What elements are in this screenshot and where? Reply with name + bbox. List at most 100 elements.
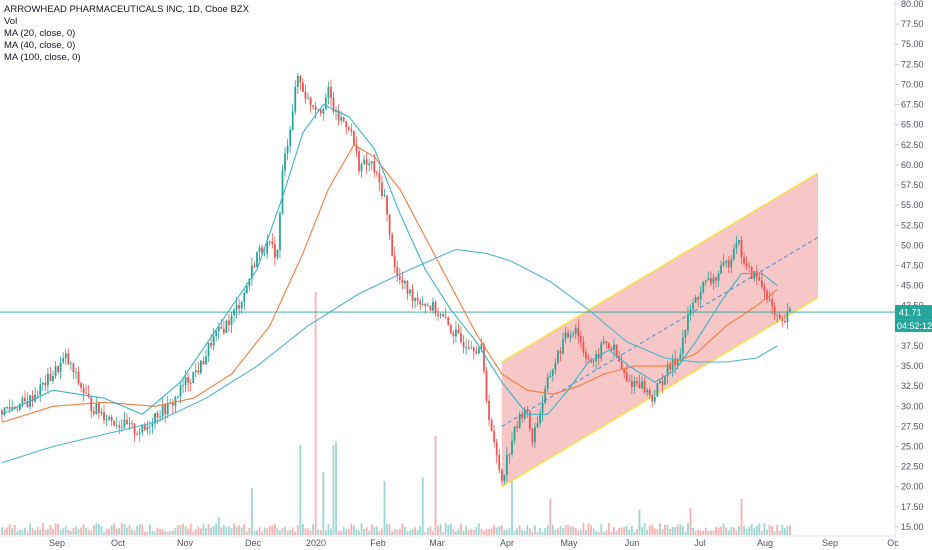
volume-bar [276, 528, 279, 535]
candle-body [161, 404, 164, 417]
candle-body [256, 252, 258, 268]
candle-body [52, 376, 54, 381]
volume-bar [85, 528, 88, 535]
candle-body [192, 372, 195, 384]
volume-bar [220, 527, 223, 535]
volume-bar [39, 529, 42, 535]
volume-bar [330, 528, 332, 535]
volume-bar [720, 526, 722, 535]
volume-bar [544, 528, 547, 535]
candle-body [113, 420, 116, 426]
volume-bar [309, 530, 312, 535]
volume-bar [569, 526, 572, 535]
volume-bar [526, 525, 529, 535]
candle-body [179, 385, 182, 397]
candle-body [689, 309, 692, 315]
candle-body [54, 366, 57, 377]
candle-body [569, 335, 572, 338]
volume-bar [437, 525, 439, 535]
candle-body [513, 426, 516, 441]
volume-bar [307, 528, 309, 535]
volume-bar [480, 528, 483, 535]
candle-body [146, 426, 149, 430]
candle-body [370, 161, 373, 164]
x-tick-label: Feb [370, 538, 386, 548]
volume-bar [143, 531, 146, 535]
volume-bar [416, 530, 419, 535]
volume-bar [271, 525, 274, 535]
volume-bar [638, 509, 641, 535]
candle-body [314, 106, 317, 110]
volume-bar [467, 529, 470, 535]
candle-body [416, 297, 419, 301]
candle-body [516, 426, 518, 429]
candle-body [572, 333, 575, 336]
volume-bar [388, 524, 391, 535]
candle-body [434, 301, 437, 314]
candle-body [123, 419, 126, 428]
candle-body [732, 248, 735, 260]
volume-bar [340, 530, 343, 535]
candle-body [546, 377, 549, 389]
candle-body [307, 97, 309, 99]
volume-bar [151, 530, 154, 535]
volume-bar [289, 529, 292, 535]
candle-body [398, 276, 401, 280]
candle-body [251, 265, 253, 279]
legend-ma40: MA (40, close, 0) [4, 40, 76, 51]
volume-bar [90, 530, 93, 535]
volume-bar [258, 527, 261, 535]
candle-body [465, 346, 467, 348]
volume-bar [656, 529, 659, 535]
candle-body [633, 380, 636, 387]
candle-body [630, 380, 633, 387]
candle-body [615, 344, 618, 356]
volume-bar [444, 523, 447, 535]
candle-body [391, 234, 394, 256]
volume-bar [296, 525, 299, 535]
volume-bar [391, 531, 394, 535]
volume-bar [52, 528, 54, 535]
candle-body [554, 363, 557, 370]
candle-body [62, 358, 65, 363]
candle-body [386, 195, 388, 215]
candle-body [687, 314, 689, 331]
volume-bar [531, 531, 534, 535]
candle-body [681, 337, 684, 354]
candle-body [789, 308, 791, 312]
candle-body [475, 351, 478, 354]
countdown-tag [895, 319, 932, 333]
volume-bar [735, 530, 738, 535]
volume-bar [740, 499, 743, 535]
candle-body [358, 151, 360, 172]
volume-bar [156, 527, 159, 535]
volume-bar [411, 529, 414, 535]
volume-bar [36, 527, 39, 535]
volume-bar [439, 524, 442, 535]
candle-body [559, 350, 562, 354]
volume-bar [432, 531, 434, 535]
volume-bar [633, 531, 636, 535]
candle-body [363, 159, 365, 164]
volume-bar [470, 529, 473, 535]
candle-body [345, 121, 348, 128]
volume-bar [69, 531, 72, 535]
volume-bar [304, 528, 307, 535]
candle-body [365, 159, 368, 166]
volume-bar [725, 527, 728, 535]
candle-body [289, 129, 292, 146]
volume-bar [653, 528, 656, 535]
candle-body [771, 299, 773, 307]
volume-bar [177, 525, 179, 535]
candle-body [694, 297, 697, 303]
candle-body [194, 370, 197, 373]
volume-bar [263, 527, 266, 535]
candle-body [245, 286, 248, 294]
candle-body [299, 75, 302, 83]
volume-bar [608, 523, 610, 535]
volume-bar [579, 529, 582, 535]
volume-bar [215, 523, 218, 535]
volume-bar [355, 529, 358, 535]
volume-bar [572, 526, 575, 535]
